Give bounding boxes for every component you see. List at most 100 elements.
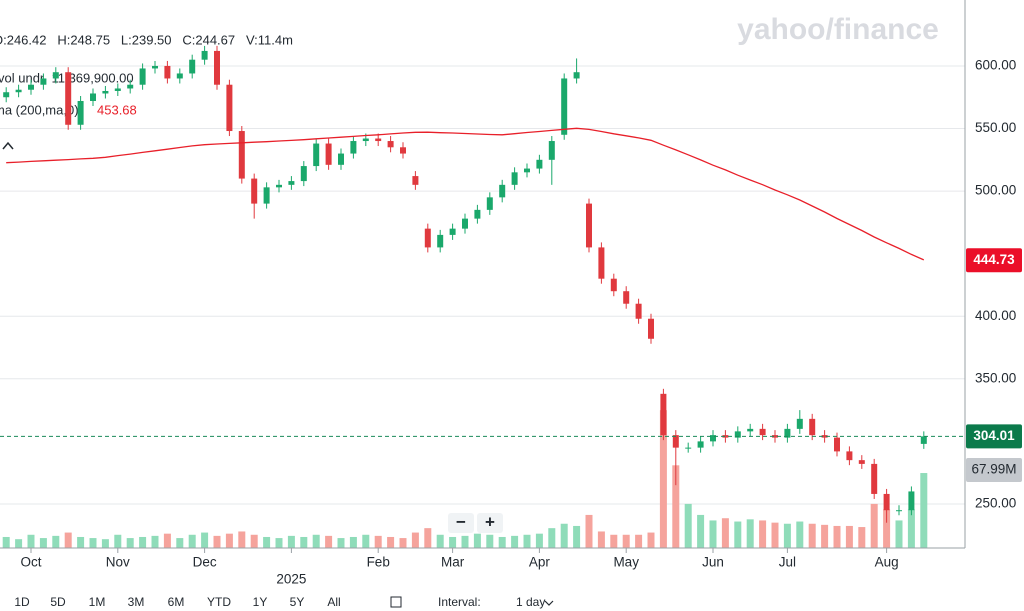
y-tick-label: 500.00 — [975, 183, 1016, 198]
volume-bar — [176, 538, 184, 548]
range-button[interactable]: 5Y — [290, 595, 305, 609]
candle-body — [759, 428, 766, 436]
candle-body — [920, 436, 927, 444]
candle-body — [400, 147, 406, 154]
x-tick-label: Oct — [20, 555, 41, 570]
range-button[interactable]: All — [327, 595, 340, 609]
candle-body — [809, 418, 816, 436]
volume-bar — [461, 535, 469, 548]
candle-body — [610, 278, 617, 292]
range-button[interactable]: 5D — [50, 595, 66, 609]
range-button[interactable]: 1Y — [253, 595, 268, 609]
volume-bar — [883, 509, 891, 548]
candle-body — [263, 187, 270, 204]
volume-bar — [287, 535, 295, 548]
ma-last-label-box — [966, 248, 1022, 273]
collapse-icon[interactable] — [2, 141, 14, 150]
last-price-label: 304.01 — [973, 428, 1015, 443]
volume-bar — [535, 533, 543, 548]
candle-body — [871, 463, 878, 494]
candle-body — [524, 168, 530, 173]
volume-bar — [77, 536, 85, 548]
zoom-button[interactable] — [477, 513, 503, 533]
range-button[interactable]: 6M — [168, 595, 185, 609]
volume-bar — [610, 534, 618, 548]
candle-body — [586, 203, 592, 248]
candle-body — [449, 228, 456, 235]
candle-body — [858, 460, 865, 464]
zoom-label[interactable]: − — [456, 512, 466, 531]
candle-body — [883, 493, 890, 511]
volume-bar — [325, 535, 333, 548]
candle-body — [176, 73, 183, 79]
volume-bar — [15, 539, 23, 548]
zoom-button[interactable] — [448, 513, 474, 533]
x-tick-label: Nov — [106, 555, 130, 570]
volume-bar — [585, 514, 593, 548]
volume-bar — [498, 536, 506, 548]
candle-body — [139, 68, 146, 85]
candle-body — [90, 93, 96, 101]
zoom-label[interactable]: + — [485, 512, 495, 531]
volume-bar — [213, 535, 221, 548]
volume-bar — [907, 509, 915, 548]
range-button[interactable]: 1D — [14, 595, 30, 609]
range-button[interactable]: YTD — [207, 595, 231, 609]
y-tick-label: 400.00 — [975, 308, 1016, 323]
candle-body — [598, 247, 605, 279]
interval-value[interactable]: 1 day — [516, 595, 545, 609]
candle-body — [412, 176, 419, 185]
volume-bar — [597, 531, 605, 548]
volume-bar — [920, 473, 928, 548]
volume-bar — [52, 535, 60, 548]
candle-body — [424, 228, 431, 248]
candle-body — [734, 431, 741, 438]
volume-bar — [312, 534, 320, 548]
candle-body — [697, 441, 704, 448]
volume-bar — [746, 519, 754, 548]
candle-body — [15, 89, 22, 93]
volume-bar — [796, 521, 804, 548]
volume-bar — [275, 538, 283, 548]
candle-body — [660, 393, 667, 436]
volume-bar — [337, 538, 345, 548]
x-tick-label: Jul — [779, 555, 796, 570]
candle-body — [288, 181, 295, 185]
candle-body — [821, 435, 828, 438]
x-tick-label: Aug — [875, 555, 899, 570]
volume-bar — [225, 533, 233, 548]
candle-body — [462, 218, 468, 229]
volume-bar — [845, 525, 853, 548]
volume-bar — [64, 532, 72, 548]
candle-body — [511, 172, 518, 185]
x-tick-label: Apr — [529, 555, 551, 570]
candle-body — [908, 491, 915, 511]
dropdown-icon[interactable] — [544, 600, 554, 606]
grid — [0, 65, 965, 548]
volume-bar — [188, 534, 196, 548]
volume-bar — [2, 536, 10, 548]
volume-bar — [399, 538, 407, 548]
volume-bar — [436, 534, 444, 548]
range-button[interactable]: 1M — [89, 595, 106, 609]
candle-body — [325, 143, 332, 165]
candle-body — [127, 84, 134, 89]
candle-body — [338, 153, 344, 165]
candle-body — [375, 138, 382, 142]
calendar-icon[interactable] — [390, 596, 402, 608]
volume-bar — [808, 523, 816, 548]
candle-body — [276, 184, 282, 188]
last-price-label-box — [966, 424, 1022, 449]
volume-bar — [486, 534, 494, 548]
volume-bar — [870, 503, 878, 548]
volume-bar — [449, 536, 457, 548]
range-button[interactable]: 3M — [128, 595, 145, 609]
volume-bar — [622, 534, 630, 548]
ma-line — [6, 127, 925, 261]
candle-body — [362, 138, 369, 142]
volume-bar — [89, 538, 97, 548]
volume-bar — [126, 538, 134, 548]
candle-body — [648, 318, 654, 339]
candle-body — [238, 131, 245, 179]
candle-body — [834, 437, 840, 452]
